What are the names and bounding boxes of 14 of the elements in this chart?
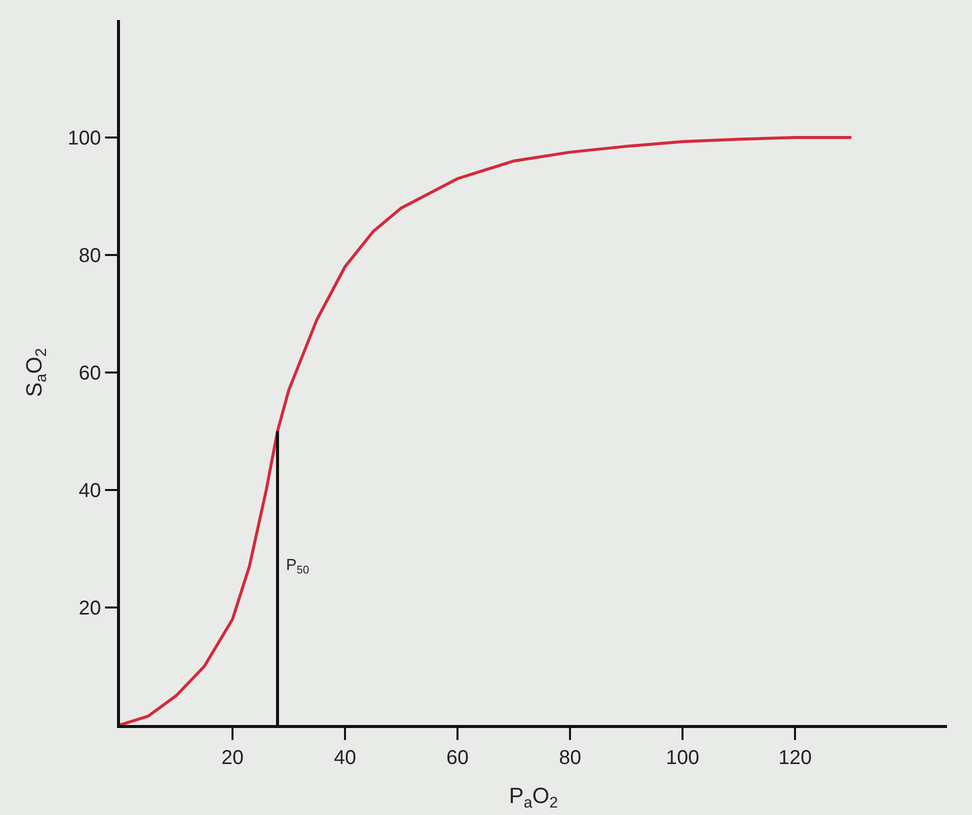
y-tick-label: 20 (78, 598, 101, 620)
x-axis-title: P$_{a}$O$_{2}$ (509, 782, 558, 812)
x-tick-label: 100 (666, 747, 700, 769)
y-tick-label: 80 (78, 245, 101, 267)
x-tick-label: 40 (334, 747, 356, 769)
x-tick-label: 80 (558, 747, 582, 769)
x-tick-label: 60 (446, 747, 469, 769)
y-tick-label: 40 (78, 480, 101, 502)
annotation: P$_{50}$ (286, 557, 310, 576)
x-tick-label: 20 (221, 747, 244, 769)
y-tick-label: 60 (78, 362, 101, 384)
line-series (120, 136, 853, 725)
y-tick-label: 100 (68, 128, 101, 150)
x-tick-label: 120 (778, 747, 812, 769)
